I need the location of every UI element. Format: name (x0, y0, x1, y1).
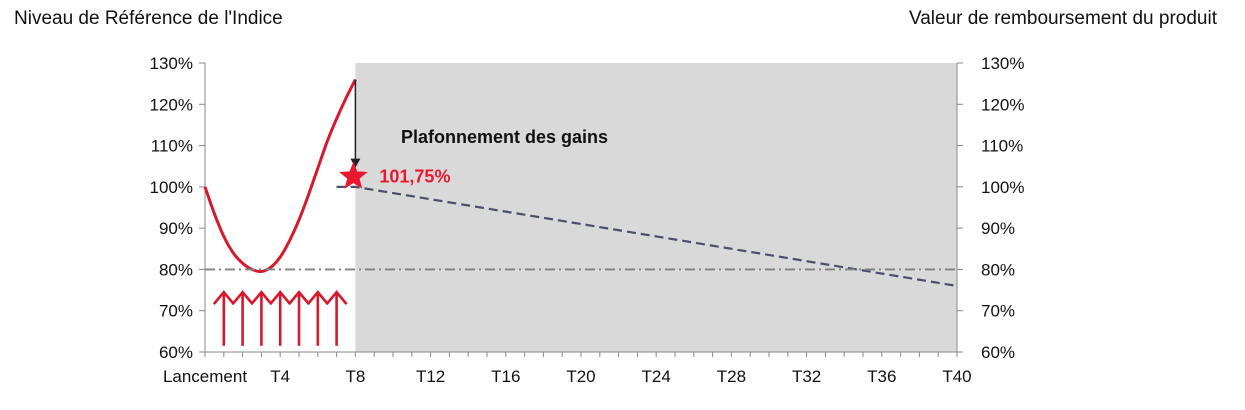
left-y-tick-label: 110% (151, 137, 193, 156)
x-tick-label: T36 (867, 367, 896, 386)
axes-group (199, 62, 963, 357)
x-tick-label: T12 (416, 367, 445, 386)
up-arrow-head (231, 290, 254, 305)
right-axis-title: Valeur de remboursement du produit (908, 8, 1217, 29)
up-arrow-head (250, 290, 273, 305)
x-tick-label: T28 (717, 367, 746, 386)
tick-labels-group: 60% 60% 70% 70% 80% 80% 90% 90% 100% 100% 110% 110%… (150, 54, 1025, 386)
x-tick-label: T8 (345, 367, 365, 386)
x-tick-label: T40 (942, 367, 971, 386)
repayment-value-line (336, 185, 958, 288)
right-y-tick-label: 60% (981, 343, 1015, 362)
left-y-tick-label: 70% (159, 302, 193, 321)
up-arrow-head (269, 290, 292, 305)
left-axis-title: Niveau de Référence de l'Indice (14, 8, 283, 29)
shaded-region (355, 63, 957, 352)
annotation-label: Plafonnement des gains (401, 127, 608, 147)
shaded-region-group (355, 63, 957, 352)
left-y-tick-label: 120% (150, 95, 193, 114)
left-y-tick-label: 100% (150, 178, 193, 197)
autocall-arrows-group (212, 290, 348, 346)
star-icon (339, 161, 368, 189)
right-y-tick-label: 100% (981, 178, 1024, 197)
x-tick-label: T32 (792, 367, 821, 386)
left-y-tick-label: 90% (159, 219, 193, 238)
x-tick-label: T4 (270, 367, 290, 386)
x-tick-label: T24 (642, 367, 671, 386)
cap-value-label: 101,75% (379, 167, 450, 187)
right-y-tick-label: 130% (981, 54, 1024, 73)
x-tick-label: Lancement (163, 367, 247, 386)
annotation-group: 101,75% Plafonnement des gains (339, 79, 608, 189)
x-tick-label: T20 (566, 367, 595, 386)
left-y-tick-label: 60% (159, 343, 193, 362)
cap-arrow-head (350, 158, 361, 168)
index-level-curve (203, 78, 357, 274)
lines-group (203, 78, 958, 288)
up-arrow-head (306, 290, 329, 305)
up-arrow-head (212, 290, 235, 305)
up-arrow-head (325, 290, 348, 305)
right-y-tick-label: 80% (981, 260, 1015, 279)
right-y-tick-label: 90% (981, 219, 1015, 238)
x-tick-label: T16 (491, 367, 520, 386)
left-y-tick-label: 80% (159, 260, 193, 279)
up-arrow-head (288, 290, 310, 305)
right-y-tick-label: 120% (981, 95, 1024, 114)
left-y-tick-label: 130% (150, 54, 193, 73)
right-y-tick-label: 70% (981, 302, 1015, 321)
right-y-tick-label: 110% (981, 137, 1023, 156)
